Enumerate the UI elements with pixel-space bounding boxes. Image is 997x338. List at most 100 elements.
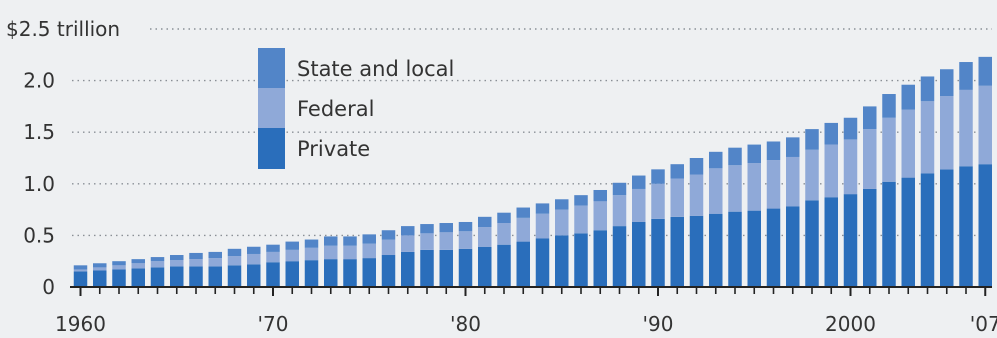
x-tick-label: '90 <box>643 312 674 336</box>
bar-federal <box>805 149 819 201</box>
bar-federal <box>535 213 550 239</box>
bar-federal <box>786 156 800 207</box>
bar-private <box>574 233 588 287</box>
bar-state-and-local <box>555 199 569 210</box>
bar-private <box>439 249 453 287</box>
bar-state-and-local <box>227 248 242 257</box>
bar-private <box>112 269 126 287</box>
bar-federal <box>362 243 376 259</box>
bar-federal <box>978 85 992 165</box>
bar-state-and-local <box>805 129 819 150</box>
bar-private <box>555 235 569 287</box>
legend-label-private: Private <box>297 137 370 161</box>
bar-private <box>170 266 184 287</box>
bar-private <box>189 266 203 287</box>
bar-state-and-local <box>766 141 781 161</box>
bar-federal <box>766 160 781 209</box>
bar-private <box>458 248 473 287</box>
bar-state-and-local <box>439 223 453 233</box>
bar-federal <box>478 227 492 247</box>
legend-label-state-and-local: State and local <box>297 57 454 81</box>
bar-federal <box>189 259 203 267</box>
legend: State and local Federal Private <box>258 48 454 169</box>
bar-state-and-local <box>920 76 935 102</box>
bar-state-and-local <box>420 224 434 234</box>
bar-state-and-local <box>978 56 992 86</box>
bar-private <box>766 208 781 287</box>
bar-state-and-local <box>73 265 88 270</box>
y-tick-label: 1.0 <box>23 172 55 196</box>
bar-private <box>632 221 646 287</box>
y-tick-label: 0 <box>42 275 55 299</box>
bar-federal <box>401 235 415 252</box>
bar-private <box>593 230 607 287</box>
bar-state-and-local <box>574 195 588 206</box>
bar-state-and-local <box>362 234 376 244</box>
bar-private <box>940 169 954 287</box>
bar-federal <box>516 217 530 242</box>
bar-federal <box>555 209 569 236</box>
bar-private <box>362 258 376 287</box>
bar-federal <box>324 245 338 260</box>
bar-state-and-local <box>824 122 838 145</box>
bar-private <box>304 260 319 287</box>
bar-state-and-local <box>208 251 222 259</box>
bar-state-and-local <box>266 244 280 252</box>
bar-private <box>266 262 280 287</box>
bar-state-and-local <box>728 147 742 166</box>
bar-federal <box>728 165 742 212</box>
bar-federal <box>843 139 858 195</box>
bar-state-and-local <box>458 221 473 232</box>
bar-private <box>863 188 877 287</box>
bar-federal <box>112 265 126 270</box>
bar-state-and-local <box>863 106 877 130</box>
axes: 0 0.5 1.0 1.5 2.0 $2.5 trillion 1960 '70 '80 '90 2… <box>6 17 997 336</box>
bar-private <box>227 265 242 287</box>
bar-private <box>420 249 434 287</box>
bar-state-and-local <box>593 189 607 202</box>
bar-state-and-local <box>247 246 261 254</box>
x-tick-label: '07 <box>970 312 997 336</box>
bar-state-and-local <box>401 226 415 236</box>
legend-swatch-private <box>258 128 285 169</box>
bar-federal <box>208 258 222 267</box>
bar-federal <box>266 251 280 263</box>
bar-state-and-local <box>150 257 165 262</box>
bar-state-and-local <box>93 263 107 268</box>
bar-federal <box>439 232 453 250</box>
bar-state-and-local <box>285 241 299 250</box>
legend-swatch-state-and-local <box>258 48 285 89</box>
bar-federal <box>304 247 319 261</box>
bar-state-and-local <box>670 164 684 179</box>
bar-federal <box>940 96 954 170</box>
bar-federal <box>381 239 396 256</box>
bar-private <box>843 194 858 287</box>
bar-federal <box>285 249 299 262</box>
bar-federal <box>882 117 896 182</box>
bar-state-and-local <box>381 230 396 240</box>
y-tick-label: 1.5 <box>23 120 55 144</box>
bar-federal <box>709 168 723 214</box>
bar-private <box>285 261 299 287</box>
bar-private <box>901 177 915 287</box>
bar-state-and-local <box>478 216 492 228</box>
bar-private <box>612 226 627 287</box>
bar-state-and-local <box>632 175 646 189</box>
bar-private <box>516 241 530 287</box>
bar-private <box>93 270 107 287</box>
bar-private <box>131 268 145 287</box>
bar-private <box>401 251 415 287</box>
bar-private <box>150 267 165 287</box>
bar-private <box>247 264 261 287</box>
bar-state-and-local <box>689 158 704 175</box>
bar-private <box>381 255 396 287</box>
bar-private <box>882 181 896 287</box>
bar-state-and-local <box>535 203 550 214</box>
bar-federal <box>150 261 165 268</box>
bar-federal <box>131 263 145 269</box>
bar-state-and-local <box>112 261 126 266</box>
bars <box>73 56 992 287</box>
bar-private <box>728 211 742 287</box>
bar-private <box>786 206 800 287</box>
bar-federal <box>651 183 665 219</box>
